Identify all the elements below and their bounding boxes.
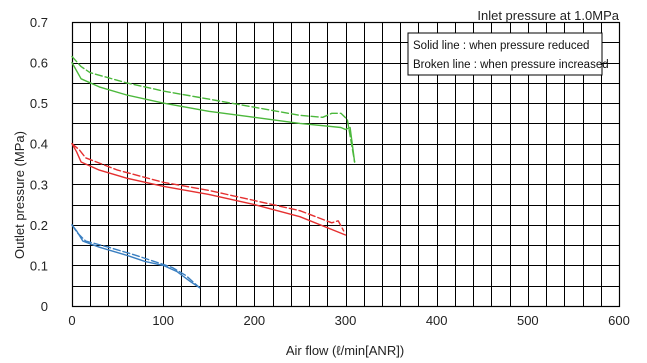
legend-box <box>407 32 603 76</box>
x-tick-label: 300 <box>335 313 357 328</box>
series-lines <box>71 55 356 289</box>
y-tick-label: 0.6 <box>30 56 48 71</box>
x-tick-label: 200 <box>243 313 265 328</box>
series-line-solid <box>71 61 356 163</box>
plot-frame <box>71 21 621 308</box>
y-tick-label: 0 <box>41 299 48 314</box>
x-tick-label: 600 <box>608 313 630 328</box>
y-tick-label: 0.1 <box>30 258 48 273</box>
legend-entry-broken: Broken line : when pressure increased <box>413 59 609 71</box>
x-tick-label: 400 <box>426 313 448 328</box>
tick-labels: 0 100 200 300 400 500 600 0 0.1 0.2 0.3 0.4 0.5 0.6 0.… <box>30 15 630 328</box>
series-line-solid <box>71 224 201 289</box>
x-tick-label: 500 <box>517 313 539 328</box>
inlet-pressure-note: Inlet pressure at 1.0MPa <box>477 8 619 23</box>
series-line-solid <box>71 143 347 236</box>
series-line-broken <box>71 224 201 289</box>
y-tick-label: 0.2 <box>30 218 48 233</box>
x-axis-title: Air flow (ℓ/min[ANR]) <box>286 343 404 358</box>
axes <box>71 21 621 308</box>
y-tick-label: 0.5 <box>30 96 48 111</box>
y-axis-title: Outlet pressure (MPa) <box>12 131 27 259</box>
legend-entry-solid: Solid line : when pressure reduced <box>413 40 589 52</box>
legend: Solid line : when pressure reduced Broke… <box>407 32 609 76</box>
y-tick-label: 0.4 <box>30 137 48 152</box>
x-tick-label: 100 <box>152 313 174 328</box>
y-tick-label: 0.3 <box>30 177 48 192</box>
y-tick-label: 0.7 <box>30 15 48 30</box>
series-line-broken <box>71 143 345 232</box>
x-tick-label: 0 <box>68 313 75 328</box>
series-line-broken <box>71 55 356 163</box>
